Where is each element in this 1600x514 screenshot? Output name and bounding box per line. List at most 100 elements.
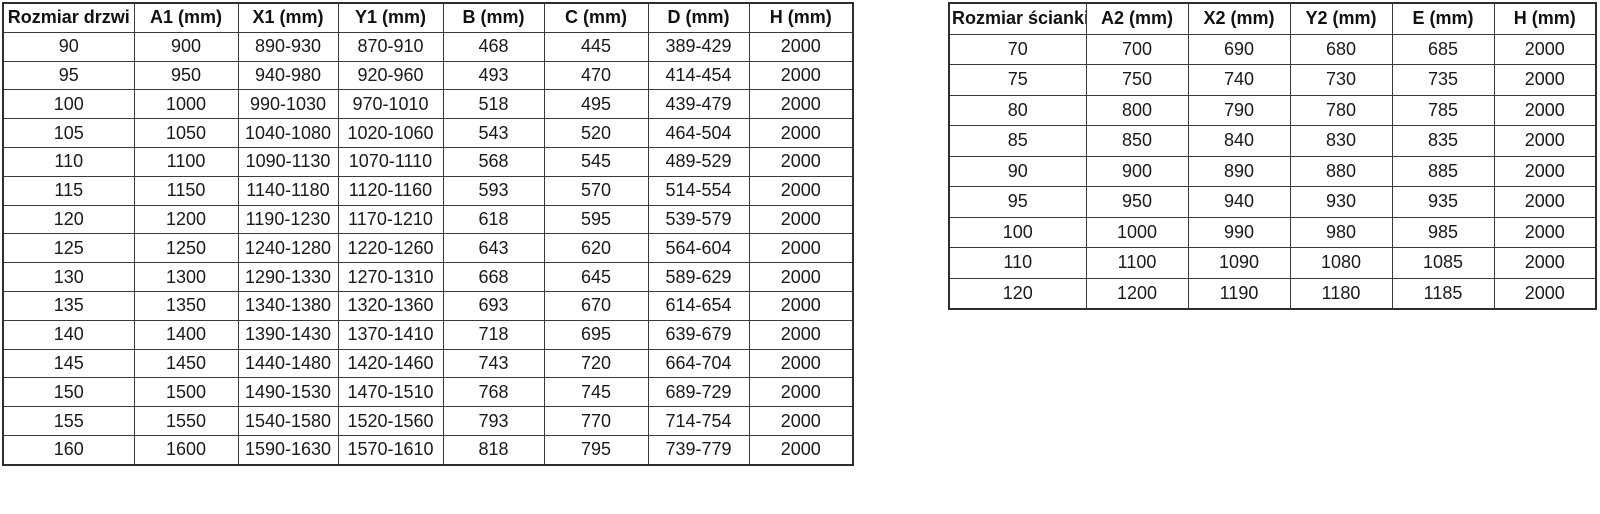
table-cell: 1340-1380	[237, 290, 339, 321]
table-cell: 90	[2, 31, 135, 62]
table-cell: 840	[1187, 125, 1291, 157]
table-cell: 105	[2, 118, 135, 148]
table-cell: 890-930	[237, 31, 339, 62]
header-cell: A1 (mm)	[133, 2, 239, 33]
table-cell: 718	[442, 319, 545, 350]
table-row: 155 1550 1540-1580 1520-1560 793 770 714-754 20…	[2, 406, 854, 436]
table-cell: 1000	[133, 89, 239, 120]
table-cell: 950	[1085, 186, 1189, 218]
table-row: 110 1100 1090 1080 1085 2000	[948, 247, 1597, 279]
header-cell: A2 (mm)	[1085, 2, 1189, 35]
table-cell: 125	[2, 233, 135, 264]
table-cell: 568	[442, 146, 545, 177]
table-cell: 1300	[133, 262, 239, 292]
wall-table-header: Rozmiar ścianki A2 (mm) X2 (mm) Y2 (mm) E (m…	[948, 2, 1597, 35]
table-row: 120 1200 1190 1180 1185 2000	[948, 277, 1597, 310]
table-row: 145 1450 1440-1480 1420-1460 743 720 664-704 20…	[2, 348, 854, 379]
header-cell: H (mm)	[748, 2, 854, 33]
table-cell: 1200	[1085, 277, 1189, 310]
table-cell: 785	[1391, 94, 1495, 126]
table-cell: 110	[2, 146, 135, 177]
table-cell: 900	[133, 31, 239, 62]
table-cell: 1200	[133, 204, 239, 235]
table-row: 75 750 740 730 735 2000	[948, 64, 1597, 96]
table-cell: 1240-1280	[237, 233, 339, 264]
table-cell: 1600	[133, 434, 239, 466]
table-cell: 900	[1085, 155, 1189, 187]
table-cell: 614-654	[647, 290, 750, 321]
table-cell: 695	[543, 319, 649, 350]
table-cell: 2000	[1493, 277, 1597, 310]
header-row: Rozmiar ścianki A2 (mm) X2 (mm) Y2 (mm) E (m…	[948, 2, 1597, 35]
table-cell: 1050	[133, 118, 239, 148]
table-cell: 1320-1360	[337, 290, 444, 321]
door-table-header: Rozmiar drzwi A1 (mm) X1 (mm) Y1 (mm) B (mm)…	[2, 2, 854, 33]
table-cell: 2000	[748, 319, 854, 350]
table-cell: 145	[2, 348, 135, 379]
table-cell: 518	[442, 89, 545, 120]
table-cell: 1120-1160	[337, 175, 444, 206]
table-row: 115 1150 1140-1180 1120-1160 593 570 514-554 20…	[2, 175, 854, 206]
table-row: 130 1300 1290-1330 1270-1310 668 645 589-629 20…	[2, 262, 854, 292]
table-cell: 1520-1560	[337, 406, 444, 436]
table-row: 90 900 890-930 870-910 468 445 389-429 2000	[2, 31, 854, 62]
table-cell: 1540-1580	[237, 406, 339, 436]
table-cell: 2000	[748, 290, 854, 321]
table-cell: 1450	[133, 348, 239, 379]
table-cell: 800	[1085, 94, 1189, 126]
table-cell: 1400	[133, 319, 239, 350]
table-cell: 940	[1187, 186, 1291, 218]
table-cell: 1550	[133, 406, 239, 436]
wall-size-table: Rozmiar ścianki A2 (mm) X2 (mm) Y2 (mm) E (m…	[948, 2, 1597, 310]
table-cell: 2000	[748, 434, 854, 466]
table-cell: 740	[1187, 64, 1291, 96]
table-cell: 980	[1289, 216, 1393, 248]
table-cell: 1190-1230	[237, 204, 339, 235]
table-cell: 818	[442, 434, 545, 466]
table-cell: 1490-1530	[237, 377, 339, 408]
table-cell: 493	[442, 60, 545, 91]
table-cell: 790	[1187, 94, 1291, 126]
table-cell: 570	[543, 175, 649, 206]
table-cell: 2000	[1493, 125, 1597, 157]
table-cell: 685	[1391, 33, 1495, 65]
table-cell: 1180	[1289, 277, 1393, 310]
table-cell: 830	[1289, 125, 1393, 157]
table-cell: 985	[1391, 216, 1495, 248]
table-cell: 1570-1610	[337, 434, 444, 466]
table-cell: 95	[2, 60, 135, 91]
table-cell: 514-554	[647, 175, 750, 206]
table-cell: 2000	[1493, 216, 1597, 248]
table-cell: 970-1010	[337, 89, 444, 120]
table-row: 135 1350 1340-1380 1320-1360 693 670 614-654 20…	[2, 290, 854, 321]
table-cell: 670	[543, 290, 649, 321]
table-cell: 714-754	[647, 406, 750, 436]
table-cell: 1070-1110	[337, 146, 444, 177]
table-cell: 1290-1330	[237, 262, 339, 292]
table-cell: 620	[543, 233, 649, 264]
table-cell: 1140-1180	[237, 175, 339, 206]
table-cell: 870-910	[337, 31, 444, 62]
header-cell: B (mm)	[442, 2, 545, 33]
table-cell: 1100	[133, 146, 239, 177]
table-cell: 639-679	[647, 319, 750, 350]
table-cell: 2000	[748, 60, 854, 91]
table-cell: 593	[442, 175, 545, 206]
table-row: 90 900 890 880 885 2000	[948, 155, 1597, 187]
header-cell: X2 (mm)	[1187, 2, 1291, 35]
door-table-body: 90 900 890-930 870-910 468 445 389-429 2000 95 95…	[2, 31, 854, 466]
table-cell: 1440-1480	[237, 348, 339, 379]
table-cell: 595	[543, 204, 649, 235]
table-cell: 990	[1187, 216, 1291, 248]
table-cell: 2000	[1493, 155, 1597, 187]
table-cell: 990-1030	[237, 89, 339, 120]
header-cell: Rozmiar ścianki	[948, 2, 1087, 35]
header-row: Rozmiar drzwi A1 (mm) X1 (mm) Y1 (mm) B (mm)…	[2, 2, 854, 33]
table-cell: 495	[543, 89, 649, 120]
table-cell: 780	[1289, 94, 1393, 126]
table-cell: 890	[1187, 155, 1291, 187]
table-cell: 1090-1130	[237, 146, 339, 177]
table-cell: 100	[2, 89, 135, 120]
table-cell: 464-504	[647, 118, 750, 148]
table-cell: 2000	[748, 118, 854, 148]
